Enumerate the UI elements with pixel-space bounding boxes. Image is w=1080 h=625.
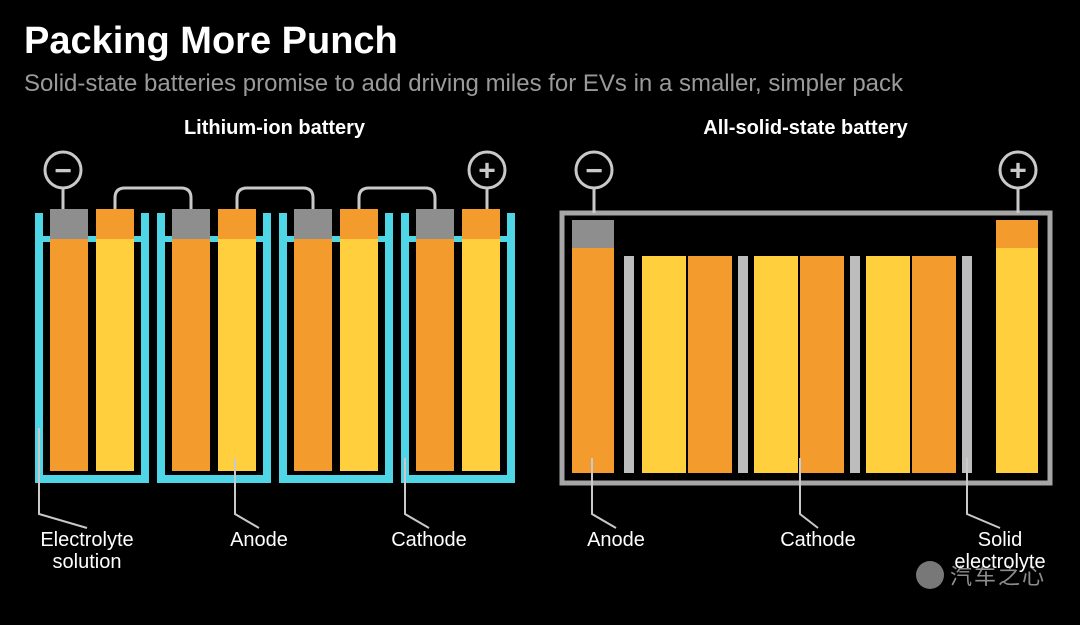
page-title: Packing More Punch [24,20,1056,63]
lithium-diagram: − + Electrolytesolution Anode Cathode [25,148,525,578]
solid-state-panel: All-solid-state battery − + Anode Cathode So… [555,117,1056,578]
svg-text:−: − [54,155,72,188]
solid-state-diagram: − + Anode Cathode Solidelectrolyte [556,148,1056,578]
solid-title: All-solid-state battery [703,117,907,140]
svg-text:solution: solution [52,551,121,573]
svg-text:Anode: Anode [587,529,645,551]
svg-text:Solid: Solid [977,529,1021,551]
svg-text:Anode: Anode [230,529,288,551]
svg-text:Cathode: Cathode [780,529,856,551]
diagram-row: Lithium-ion battery − + Electrolytesolutio… [24,117,1056,578]
svg-text:Cathode: Cathode [391,529,467,551]
page-subtitle: Solid-state batteries promise to add dri… [24,69,1056,99]
svg-text:+: + [478,155,496,188]
svg-text:Electrolyte: Electrolyte [40,529,133,551]
svg-text:electrolyte: electrolyte [954,551,1045,573]
lithium-title: Lithium-ion battery [184,117,365,140]
svg-text:+: + [1009,155,1027,188]
lithium-ion-panel: Lithium-ion battery − + Electrolytesolutio… [24,117,525,578]
svg-text:−: − [585,155,603,188]
